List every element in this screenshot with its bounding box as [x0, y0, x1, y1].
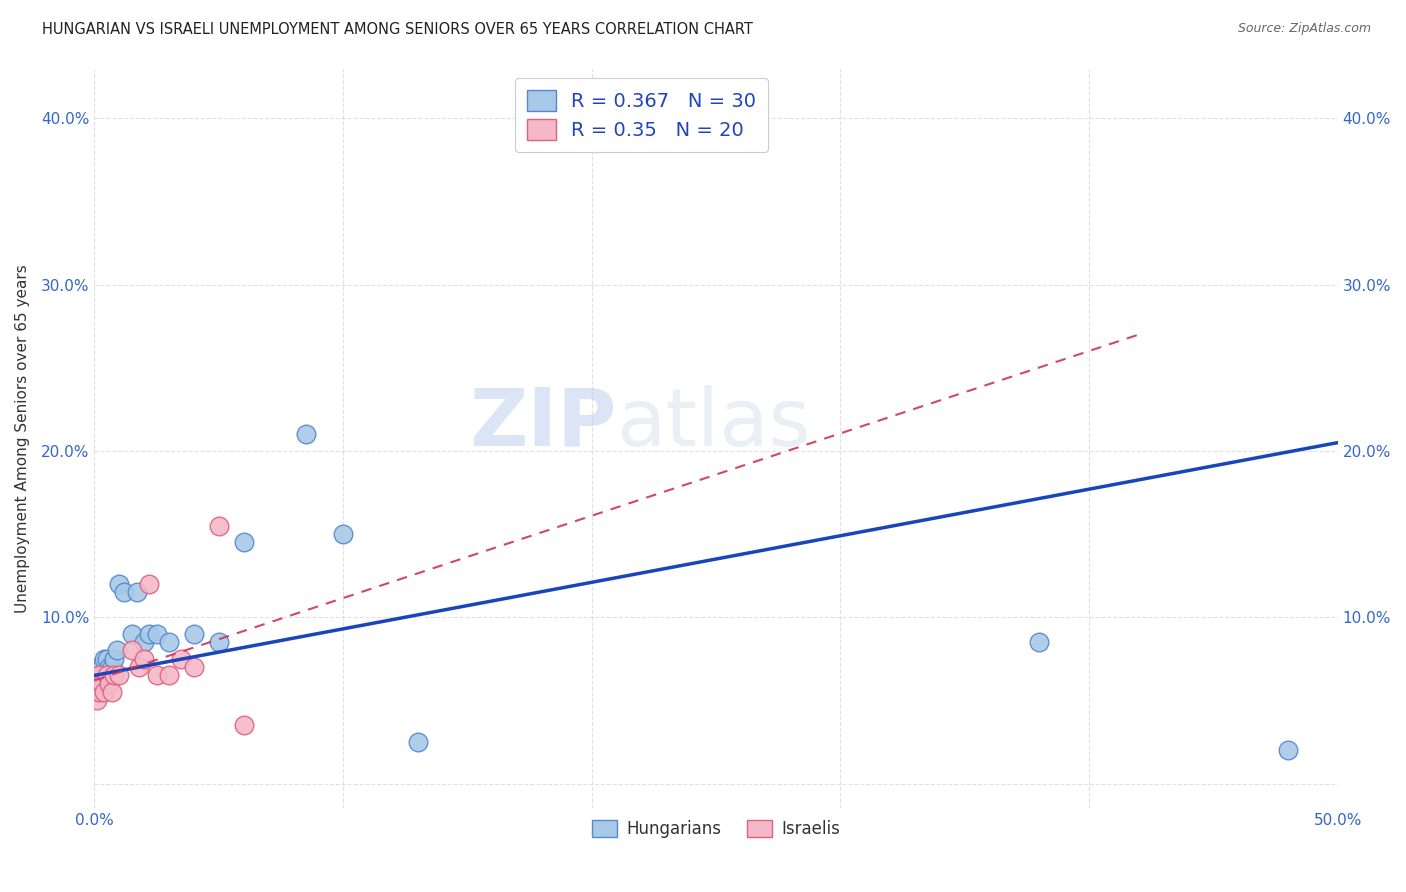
- Point: [134, 635, 156, 649]
- Point: [170, 652, 193, 666]
- Point: [90, 677, 112, 691]
- Point: [101, 660, 124, 674]
- Point: [90, 677, 112, 691]
- Point: [138, 627, 160, 641]
- Point: [1277, 743, 1299, 757]
- Point: [128, 660, 150, 674]
- Point: [134, 652, 156, 666]
- Point: [232, 535, 254, 549]
- Point: [103, 652, 125, 666]
- Point: [93, 668, 115, 682]
- Point: [208, 518, 231, 533]
- Point: [183, 660, 205, 674]
- Point: [101, 685, 124, 699]
- Point: [89, 660, 111, 674]
- Point: [93, 685, 115, 699]
- Point: [89, 685, 111, 699]
- Point: [98, 677, 121, 691]
- Point: [108, 577, 131, 591]
- Text: atlas: atlas: [617, 384, 811, 463]
- Text: Source: ZipAtlas.com: Source: ZipAtlas.com: [1237, 22, 1371, 36]
- Point: [89, 677, 111, 691]
- Point: [103, 668, 125, 682]
- Point: [208, 635, 231, 649]
- Point: [89, 668, 111, 682]
- Point: [98, 660, 121, 674]
- Point: [295, 427, 318, 442]
- Legend: Hungarians, Israelis: Hungarians, Israelis: [585, 813, 848, 845]
- Point: [112, 585, 135, 599]
- Point: [105, 643, 128, 657]
- Y-axis label: Unemployment Among Seniors over 65 years: Unemployment Among Seniors over 65 years: [15, 264, 30, 613]
- Point: [145, 668, 167, 682]
- Point: [121, 643, 143, 657]
- Point: [183, 627, 205, 641]
- Point: [157, 668, 180, 682]
- Point: [157, 635, 180, 649]
- Point: [90, 660, 112, 674]
- Point: [145, 627, 167, 641]
- Text: HUNGARIAN VS ISRAELI UNEMPLOYMENT AMONG SENIORS OVER 65 YEARS CORRELATION CHART: HUNGARIAN VS ISRAELI UNEMPLOYMENT AMONG …: [42, 22, 754, 37]
- Point: [86, 668, 108, 682]
- Point: [232, 718, 254, 732]
- Point: [332, 527, 354, 541]
- Text: ZIP: ZIP: [470, 384, 617, 463]
- Point: [96, 668, 118, 682]
- Point: [96, 652, 118, 666]
- Point: [1028, 635, 1050, 649]
- Point: [125, 585, 148, 599]
- Point: [93, 652, 115, 666]
- Point: [86, 685, 108, 699]
- Point: [121, 627, 143, 641]
- Point: [406, 735, 429, 749]
- Point: [96, 668, 118, 682]
- Point: [86, 693, 108, 707]
- Point: [138, 577, 160, 591]
- Point: [108, 668, 131, 682]
